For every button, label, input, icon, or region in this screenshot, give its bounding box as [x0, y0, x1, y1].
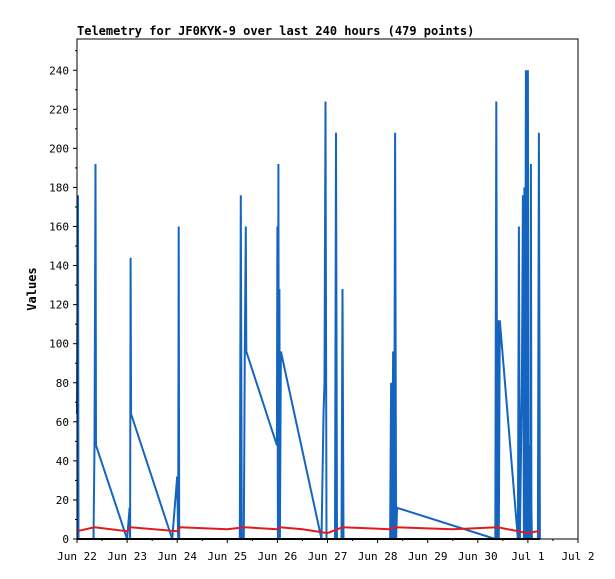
- x-tick-label: Jun 30: [458, 550, 498, 563]
- y-tick-label: 240: [49, 64, 69, 77]
- x-tick-label: Jun 29: [408, 550, 448, 563]
- x-tick-label: Jun 24: [157, 550, 197, 563]
- y-tick-label: 80: [56, 377, 69, 390]
- x-tick-label: Jun 25: [207, 550, 247, 563]
- x-axis: Jun 22 Jun 23 Jun 24 Jun 25 Jun 26 Jun 27 Jun …: [57, 539, 595, 563]
- y-axis-label: Values: [25, 267, 39, 310]
- y-tick-label: 60: [56, 416, 69, 429]
- y-tick-label: 20: [56, 494, 69, 507]
- plot-frame: [76, 38, 579, 540]
- x-tick-label: Jun 27: [308, 550, 348, 563]
- y-tick-label: 160: [49, 221, 69, 234]
- x-tick-label: Jun 26: [258, 550, 298, 563]
- x-tick-label: Jul 1: [511, 550, 544, 563]
- x-tick-label: Jun 28: [358, 550, 398, 563]
- series-line-1: [76, 526, 541, 535]
- plot-area: [76, 70, 541, 541]
- chart-title: Telemetry for JF0KYK-9 over last 240 hou…: [77, 24, 474, 38]
- y-axis: 0 20 40 60 80 100 120 140 160 180 200 220 240: [49, 50, 77, 546]
- y-tick-label: 100: [49, 338, 69, 351]
- x-tick-label: Jun 23: [107, 550, 147, 563]
- y-tick-label: 140: [49, 260, 69, 273]
- y-tick-label: 40: [56, 455, 69, 468]
- series-line-0: [76, 70, 541, 541]
- x-tick-label: Jun 22: [57, 550, 97, 563]
- y-tick-label: 220: [49, 103, 69, 116]
- y-tick-label: 180: [49, 181, 69, 194]
- y-tick-label: 120: [49, 299, 69, 312]
- y-tick-label: 0: [62, 533, 69, 546]
- y-tick-label: 200: [49, 142, 69, 155]
- x-tick-label: Jul 2: [561, 550, 594, 563]
